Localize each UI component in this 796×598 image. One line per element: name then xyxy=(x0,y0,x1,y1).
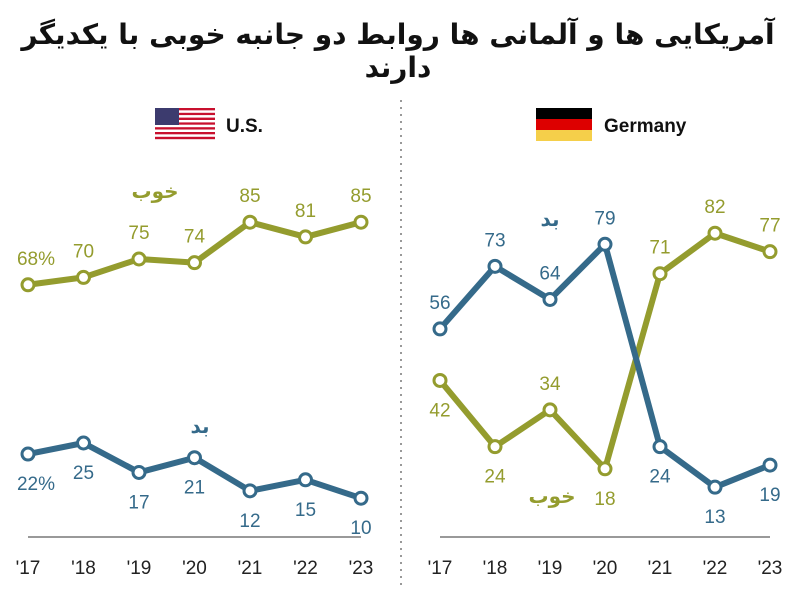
data-point-good xyxy=(131,251,147,267)
series-name-good: خوب xyxy=(528,484,575,508)
data-label-good: 85 xyxy=(350,186,371,207)
data-point-good xyxy=(652,266,668,282)
data-label-good: 85 xyxy=(239,186,260,207)
data-label-bad: 64 xyxy=(539,263,561,284)
data-label-bad: 17 xyxy=(128,492,149,513)
data-label-good: 70 xyxy=(73,241,94,262)
data-point-good xyxy=(707,225,723,241)
data-label-bad: 79 xyxy=(594,208,615,229)
x-tick-label: '21 xyxy=(648,558,673,579)
data-point-bad xyxy=(353,490,369,506)
data-point-good xyxy=(353,214,369,230)
data-point-good xyxy=(597,461,613,477)
x-tick-label: '17 xyxy=(428,558,453,579)
data-label-bad: 22% xyxy=(17,474,55,495)
data-label-good: 34 xyxy=(539,374,561,395)
data-label-good: 81 xyxy=(295,201,316,222)
data-label-bad: 15 xyxy=(295,500,316,521)
series-name-bad: بد xyxy=(190,414,209,438)
data-point-good xyxy=(542,402,558,418)
data-point-bad xyxy=(187,450,202,466)
data-label-good: 71 xyxy=(649,238,670,259)
data-point-good xyxy=(432,372,448,388)
series-name-bad: بد xyxy=(540,207,559,231)
series-name-good: خوب xyxy=(131,179,178,203)
panel-label: U.S. xyxy=(226,116,263,137)
data-point-bad xyxy=(298,472,313,488)
us-flag-icon xyxy=(155,108,215,140)
chart-title: آمریکایی ها و آلمانی ها روابط دو جانبه خ… xyxy=(21,18,775,84)
data-label-bad: 21 xyxy=(184,478,205,499)
data-point-bad xyxy=(242,483,258,499)
data-label-bad: 73 xyxy=(484,230,505,251)
x-tick-label: '21 xyxy=(238,558,263,579)
data-point-good xyxy=(20,277,36,293)
data-label-good: 75 xyxy=(128,223,149,244)
data-point-good xyxy=(487,439,503,455)
x-tick-label: '18 xyxy=(71,558,96,579)
data-label-good: 18 xyxy=(594,489,615,510)
data-point-bad xyxy=(542,291,558,307)
data-label-good: 42 xyxy=(429,400,450,421)
data-point-bad xyxy=(131,464,147,480)
data-label-good: 82 xyxy=(704,197,725,218)
data-label-good: 74 xyxy=(184,227,206,248)
x-tick-label: '19 xyxy=(538,558,563,579)
x-tick-label: '20 xyxy=(593,558,618,579)
data-point-bad xyxy=(652,439,668,455)
data-label-bad: 25 xyxy=(73,463,94,484)
data-label-good: 77 xyxy=(759,216,780,237)
data-point-good xyxy=(76,269,91,285)
data-point-good xyxy=(187,255,202,271)
data-label-bad: 12 xyxy=(239,511,260,532)
data-point-good xyxy=(762,244,778,260)
data-point-bad xyxy=(76,435,91,451)
x-tick-label: '23 xyxy=(758,558,783,579)
data-label-bad: 24 xyxy=(649,467,671,488)
panel-label: Germany xyxy=(604,116,687,137)
data-label-bad: 10 xyxy=(350,518,371,539)
data-point-good xyxy=(298,229,313,245)
data-point-bad xyxy=(597,236,613,252)
data-label-good: 24 xyxy=(484,467,506,488)
panel-germany: Germany '17 '18 '19 '20 '21 '22 '23 42 24 34 18 71 82… xyxy=(428,108,783,579)
x-tick-label: '22 xyxy=(703,558,728,579)
data-point-bad xyxy=(20,446,36,462)
data-label-bad: 13 xyxy=(704,507,725,528)
x-tick-label: '23 xyxy=(349,558,374,579)
x-tick-label: '19 xyxy=(127,558,152,579)
data-point-bad xyxy=(707,479,723,495)
data-point-good xyxy=(242,214,258,230)
x-tick-label: '18 xyxy=(483,558,508,579)
data-label-bad: 19 xyxy=(759,485,780,506)
data-point-bad xyxy=(762,457,778,473)
x-tick-label: '20 xyxy=(182,558,207,579)
x-tick-label: '17 xyxy=(16,558,41,579)
data-point-bad xyxy=(487,258,503,274)
panel-us: U.S. '17 '18 '19 '20 '21 '22 '23 68% 70 75 74 85 81 85… xyxy=(16,108,374,579)
data-point-bad xyxy=(432,321,448,337)
x-tick-label: '22 xyxy=(293,558,318,579)
data-label-good: 68% xyxy=(17,249,55,270)
data-label-bad: 56 xyxy=(429,293,450,314)
germany-flag-icon xyxy=(536,108,592,141)
